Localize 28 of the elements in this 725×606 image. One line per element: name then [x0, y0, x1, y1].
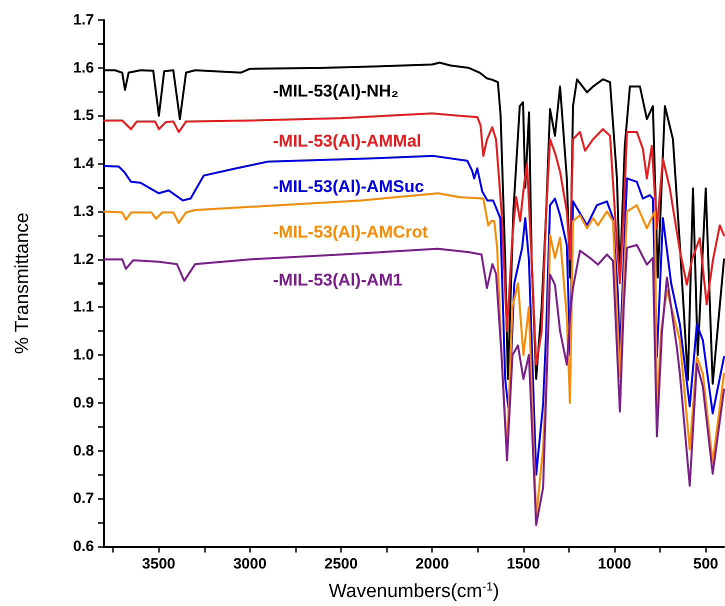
y-tick-label: 1.3 — [73, 202, 94, 220]
x-tick-label: 1500 — [506, 556, 540, 572]
y-tick-label: 0.8 — [73, 442, 94, 460]
y-tick-label: 1.1 — [73, 298, 94, 316]
y-tick-label: 1.2 — [73, 250, 94, 268]
series-label: -MIL-53(Al)-NH₂ — [273, 81, 399, 100]
x-tick-label: 1000 — [598, 556, 632, 572]
y-tick-label: 0.7 — [73, 490, 94, 508]
x-tick-label: 2000 — [416, 556, 449, 572]
y-axis-title: % Transmittance — [12, 212, 33, 354]
x-tick-label: 3000 — [233, 556, 267, 572]
line-series — [103, 154, 725, 476]
y-tick-label: 0.6 — [73, 538, 94, 555]
y-tick-label: 1.0 — [73, 346, 94, 364]
y-tick-label: 1.5 — [73, 107, 94, 124]
line-series — [103, 112, 725, 366]
y-tick-label: 1.6 — [73, 59, 94, 76]
series-label: -MIL-53(Al)-AMSuc — [273, 176, 424, 196]
y-tick-label: 1.4 — [73, 155, 95, 172]
x-tick-label: 2500 — [324, 556, 358, 572]
y-tick-label: 0.9 — [73, 394, 94, 412]
series-label: -MIL-53(Al)-AMMal — [273, 132, 422, 151]
y-tick-label: 1.7 — [73, 12, 94, 28]
line-series — [103, 244, 725, 526]
series-label: -MIL-53(Al)-AMCrot — [273, 222, 428, 242]
series-label: -MIL-53(Al)-AM1 — [273, 270, 402, 290]
x-tick-label: 3500 — [142, 556, 176, 572]
x-tick-label: 500 — [693, 556, 718, 572]
